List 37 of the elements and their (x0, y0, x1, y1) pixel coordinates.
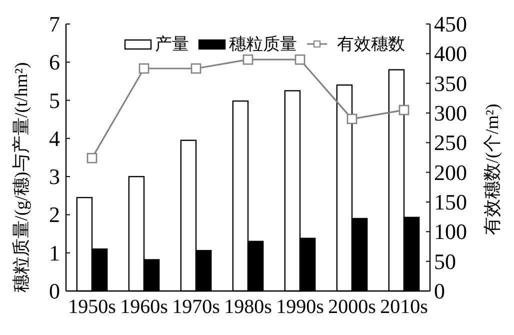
x-tick-label: 1980s (224, 296, 272, 318)
point (242, 54, 254, 65)
y2-tick-label: 150 (434, 190, 467, 214)
legend-label: 产量 (155, 34, 189, 54)
y-axis-title: 穗粒质量/(g/穗)与产量/(t/hm²) (11, 62, 31, 293)
y2-tick-label: 50 (434, 248, 456, 274)
y-tick-label: 7 (49, 12, 60, 36)
y2-tick-label: 450 (434, 12, 467, 36)
y2-tick-label: 0 (434, 278, 445, 304)
y-tick-label: 5 (49, 88, 60, 113)
x-tick-label: 1970s (172, 296, 220, 318)
y2-tick-label: 250 (434, 130, 467, 156)
y-tick-label: 1 (49, 240, 60, 266)
legend-label: 穗粒质量 (229, 34, 297, 54)
legend-label: 有效穗数 (337, 34, 405, 54)
y2-tick-label: 300 (434, 100, 467, 126)
y-tick-label: 0 (49, 278, 60, 304)
y2-axis-title: 有效穗数/(个/m²) (482, 104, 502, 236)
y2-tick-label: 200 (434, 160, 467, 185)
x-tick-label: 2010s (380, 296, 428, 318)
point (86, 152, 98, 164)
point (398, 104, 410, 116)
y2-tick-label: 400 (434, 41, 467, 66)
x-tick-label: 1990s (276, 296, 324, 318)
x-tick-label: 1950s (68, 296, 116, 318)
x-tick-label: 2000s (328, 296, 376, 318)
point (346, 114, 358, 124)
point (190, 63, 202, 74)
x-tick-label: 1960s (120, 296, 168, 318)
point (138, 63, 150, 74)
y-tick-label: 6 (49, 50, 60, 75)
y2-tick-label: 350 (434, 70, 467, 96)
y-tick-label: 3 (49, 164, 60, 190)
y-tick-label: 2 (49, 202, 60, 228)
point (294, 54, 306, 65)
y-tick-label: 4 (49, 126, 60, 151)
y2-tick-label: 100 (434, 219, 467, 244)
